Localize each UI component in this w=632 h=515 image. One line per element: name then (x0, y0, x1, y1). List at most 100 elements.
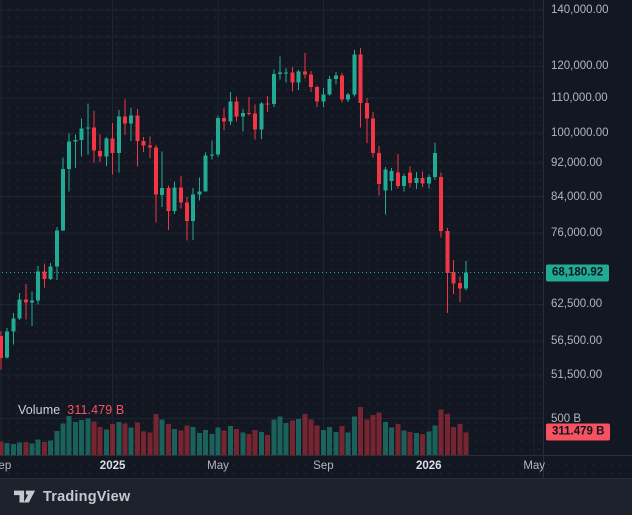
candle-body (85, 127, 90, 129)
volume-bar (252, 429, 258, 455)
candle-body (61, 168, 65, 231)
candle-body (302, 71, 307, 75)
volume-bar (308, 419, 314, 455)
volume-indicator-label: Volume (18, 403, 61, 417)
candle-body (92, 127, 96, 151)
candle-body (191, 194, 196, 222)
volume-bar (190, 426, 196, 455)
candle-body (11, 318, 16, 332)
candle-body (271, 73, 276, 104)
candle-body (464, 272, 468, 289)
price-axis-label: 84,000.00 (551, 190, 603, 203)
candle-body (414, 178, 419, 183)
tradingview-logo[interactable]: TradingView (14, 489, 130, 505)
volume-indicator-legend: Volume 311.479 B (18, 403, 124, 417)
volume-bar (463, 432, 469, 455)
volume-bar (246, 434, 252, 455)
volume-bar (4, 443, 10, 455)
candle-body (346, 94, 351, 100)
volume-bar (215, 427, 221, 455)
candle-body (23, 299, 28, 303)
candle-body (321, 94, 326, 102)
volume-axis-label: 500 B (551, 412, 582, 425)
volume-bar (327, 426, 333, 455)
candle-body (209, 154, 214, 156)
volume-bar (128, 427, 134, 455)
volume-bar (438, 409, 444, 455)
candle-body (333, 75, 338, 79)
volume-bar (178, 430, 184, 455)
price-axis-label: 120,000.00 (551, 60, 609, 73)
candle-body (17, 299, 22, 319)
volume-bar (72, 422, 78, 455)
volume-bar (172, 429, 178, 455)
candle-body (203, 155, 208, 192)
candle-body (364, 103, 369, 119)
volume-bar (289, 420, 295, 455)
price-axis-label: 62,500.00 (551, 298, 603, 311)
volume-bar (209, 434, 215, 455)
time-axis[interactable]: Sep 2025 May Sep 2026 May (0, 455, 632, 478)
last-price-badge: 68,180.92 (546, 264, 610, 282)
volume-bar (10, 444, 16, 455)
price-axis-label: 110,000.00 (551, 92, 608, 104)
volume-bar (345, 432, 351, 455)
bottom-bar: TradingView (0, 478, 632, 515)
volume-bar (23, 442, 29, 455)
price-axis[interactable]: 500 B 68,180.92 311.479 B 140,000.00 120,… (543, 0, 632, 478)
candle-body (222, 118, 227, 122)
volume-bar (426, 431, 432, 455)
volume-bar (122, 423, 128, 455)
price-axis-label: 92,000.00 (551, 157, 603, 170)
candle-body (0, 336, 3, 358)
volume-bar (79, 420, 85, 455)
time-axis-label: Sep (313, 460, 334, 472)
candle-body (377, 153, 382, 185)
volume-bar (376, 412, 382, 455)
time-axis-label: May (207, 460, 229, 472)
volume-bar (296, 418, 302, 455)
candle-body (340, 75, 344, 100)
chart-plot-area[interactable]: Volume 311.479 B (0, 0, 543, 455)
volume-bar (91, 421, 97, 455)
price-volume-canvas[interactable] (0, 0, 543, 455)
candle-body (5, 331, 10, 358)
candle-body (166, 187, 171, 212)
volume-bar (407, 432, 413, 455)
candle-body (197, 191, 202, 195)
volume-bar (370, 415, 376, 455)
volume-bar (110, 424, 116, 455)
volume-bar (184, 425, 190, 455)
candle-body (352, 54, 357, 95)
volume-bar (339, 426, 345, 455)
volume-bar (451, 426, 457, 455)
volume-bar (147, 432, 153, 455)
price-axis-label: 76,000.00 (551, 227, 603, 239)
volume-bar (283, 423, 289, 455)
volume-bar (364, 419, 370, 455)
candle-body (123, 116, 127, 124)
volume-bar (17, 442, 23, 455)
volume-bar (457, 424, 463, 455)
volume-bar (103, 429, 109, 455)
volume-bar (314, 425, 320, 455)
candle-body (135, 115, 140, 141)
volume-bar (48, 440, 54, 455)
volume-bar (271, 419, 277, 455)
volume-bar (234, 429, 240, 455)
volume-bar (420, 433, 426, 455)
time-axis-label: Sep (0, 460, 12, 472)
volume-bar (413, 433, 419, 455)
candle-body (42, 271, 47, 279)
candle-body (110, 138, 115, 154)
candle-body (408, 172, 413, 183)
time-axis-label: May (523, 460, 546, 472)
candle-body (141, 140, 146, 146)
candle-body (172, 187, 177, 211)
candle-body (327, 79, 332, 95)
volume-bar (302, 413, 308, 455)
tradingview-logo-text: TradingView (43, 489, 131, 505)
volume-bar (35, 439, 41, 455)
volume-bar (0, 441, 4, 455)
